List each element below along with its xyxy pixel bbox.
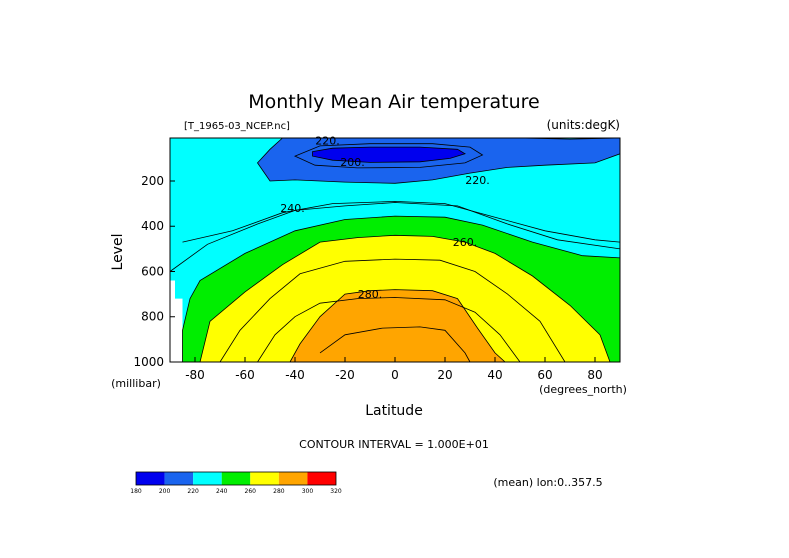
colorbar-frame	[135, 471, 337, 486]
contour-line-4	[169, 202, 621, 272]
contour-line-5	[319, 326, 471, 363]
contour-label: 240.	[280, 202, 305, 215]
x-tick-label: -80	[185, 368, 205, 382]
colorbar-swatch	[307, 472, 336, 485]
x-tick-label: 40	[487, 368, 502, 382]
colorbar-swatch	[221, 472, 251, 485]
y-tick-label: 400	[141, 219, 164, 233]
contour-line-1	[219, 258, 566, 363]
colorbar-label: 300	[302, 488, 314, 495]
y-axis-label: Level	[110, 234, 126, 271]
x-tick-label: 80	[587, 368, 602, 382]
colorbar-swatch	[278, 472, 308, 485]
colorbar-swatch	[136, 472, 165, 485]
contour-line-2	[257, 297, 521, 363]
band-180-200	[312, 146, 466, 163]
contour-label: 260.	[453, 236, 478, 249]
colorbar-swatch	[250, 472, 279, 485]
y-units-label: (millibar)	[111, 377, 161, 390]
colorbar-swatch	[164, 472, 194, 485]
contour-label: 280.	[358, 288, 383, 301]
file-label: [T_1965-03_NCEP.nc]	[184, 121, 290, 132]
x-axis-label: Latitude	[365, 403, 423, 419]
missing-data-region	[170, 280, 183, 362]
y-tick-label: 600	[141, 264, 164, 278]
x-tick-label: -60	[235, 368, 255, 382]
colorbar-label: 180	[130, 488, 142, 495]
x-tick-label: -40	[285, 368, 305, 382]
colorbar-label: 220	[187, 488, 199, 495]
x-tick-label: 0	[391, 368, 399, 382]
contour-label: 200.	[340, 156, 365, 169]
x-units-label: (degrees_north)	[539, 383, 627, 396]
contour-label: 220.	[315, 134, 340, 147]
x-tick-label: -20	[335, 368, 355, 382]
colorbar-label: 280	[273, 488, 285, 495]
units-label: (units:degK)	[547, 118, 620, 132]
plot-area: 220.200.220.240.260.280.-80 -60 -40 -20 0 20 4…	[133, 134, 621, 382]
chart-title: Monthly Mean Air temperature	[248, 91, 539, 113]
contour-line-3	[182, 200, 621, 243]
y-tick-label: 200	[141, 174, 164, 188]
band-280-300	[289, 289, 507, 363]
y-tick-label: 800	[141, 310, 164, 324]
x-tick-label: 60	[537, 368, 552, 382]
colorbar-label: 260	[245, 488, 257, 495]
y-tick-label: 1000	[133, 355, 164, 369]
colorbar-label: 320	[330, 488, 342, 495]
contour-interval-text: CONTOUR INTERVAL = 1.000E+01	[299, 438, 489, 451]
colorbar-swatch	[193, 472, 222, 485]
x-tick-label: 20	[437, 368, 452, 382]
contour-line-core	[293, 143, 484, 169]
mean-note: (mean) lon:0..357.5	[493, 476, 602, 489]
contour-label: 220.	[465, 174, 490, 187]
colorbar-label: 200	[159, 488, 171, 495]
colorbar: 180 200 220 240 260 280 300 320	[130, 471, 342, 495]
colorbar-label: 240	[216, 488, 228, 495]
